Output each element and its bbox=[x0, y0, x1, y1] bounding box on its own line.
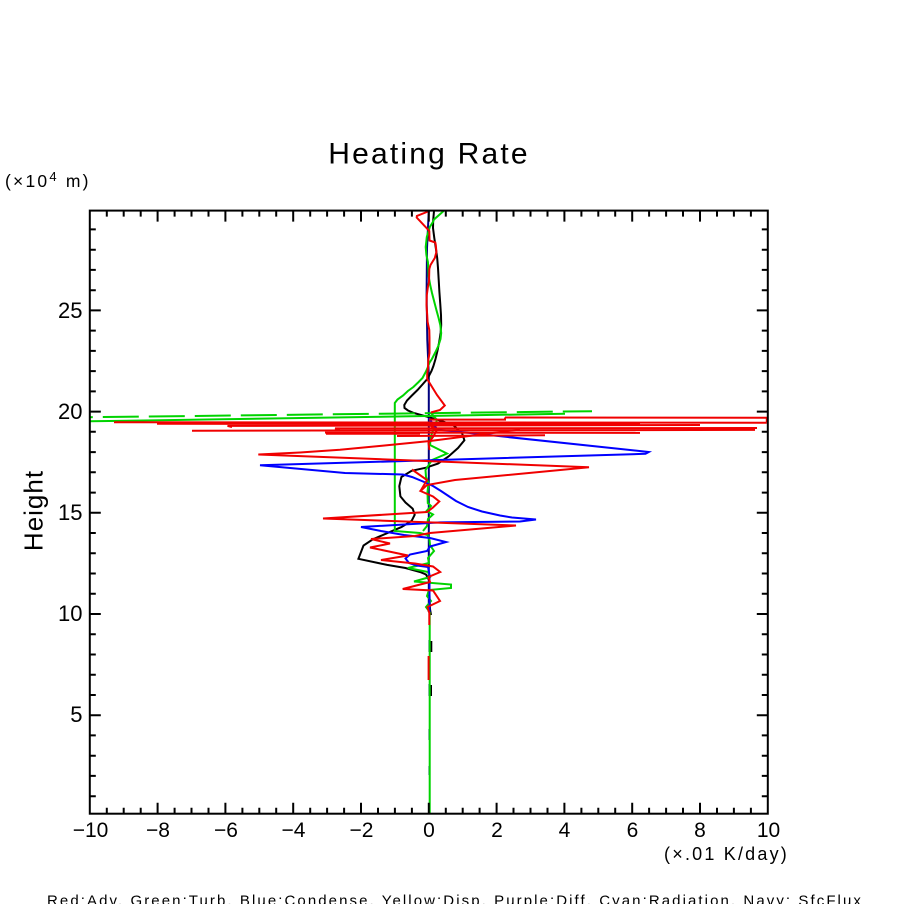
svg-text:Heating Rate: Heating Rate bbox=[328, 138, 530, 171]
svg-text:8: 8 bbox=[694, 819, 706, 842]
svg-text:−6: −6 bbox=[214, 819, 238, 842]
svg-text:25: 25 bbox=[58, 298, 82, 323]
svg-text:(×104 m): (×104 m) bbox=[5, 169, 91, 191]
svg-text:Red:Adv, Green:Turb, Blue:Cond: Red:Adv, Green:Turb, Blue:Condense, Yell… bbox=[47, 893, 863, 904]
svg-text:Height: Height bbox=[19, 470, 49, 551]
svg-text:2: 2 bbox=[491, 819, 503, 842]
svg-text:10: 10 bbox=[58, 601, 82, 626]
svg-text:−4: −4 bbox=[282, 819, 306, 842]
svg-text:0: 0 bbox=[423, 819, 435, 842]
svg-text:6: 6 bbox=[627, 819, 639, 842]
svg-text:(×.01 K/day): (×.01 K/day) bbox=[664, 844, 789, 864]
svg-text:−10: −10 bbox=[73, 819, 109, 842]
svg-text:−2: −2 bbox=[350, 819, 374, 842]
svg-text:10: 10 bbox=[757, 819, 780, 842]
svg-text:20: 20 bbox=[58, 399, 82, 424]
svg-text:15: 15 bbox=[58, 500, 82, 525]
svg-text:4: 4 bbox=[559, 819, 571, 842]
svg-text:5: 5 bbox=[70, 702, 82, 727]
svg-text:−8: −8 bbox=[146, 819, 170, 842]
